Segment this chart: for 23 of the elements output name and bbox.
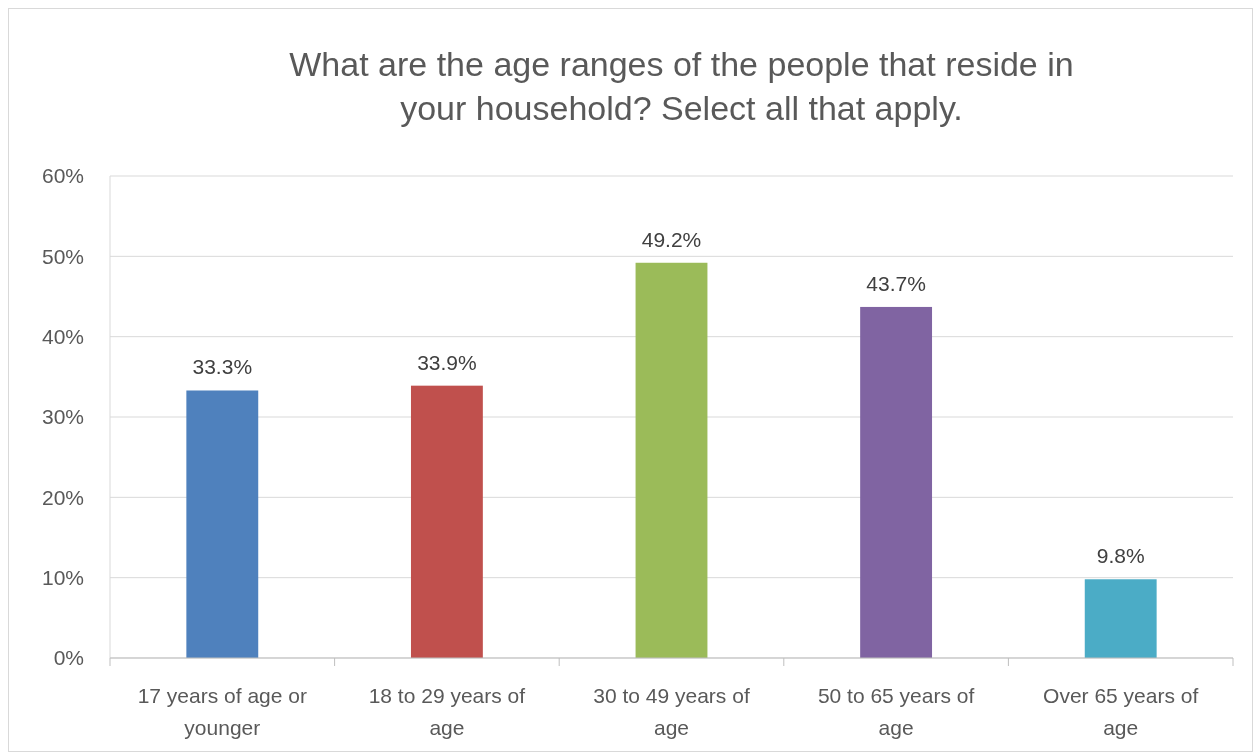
y-tick-label: 0% <box>53 646 84 670</box>
y-tick-label: 60% <box>41 164 84 188</box>
x-tick-label: 17 years of age or younger <box>137 684 307 739</box>
y-tick-label: 50% <box>41 244 84 268</box>
data-label: 33.3% <box>192 355 253 379</box>
data-label: 49.2% <box>641 227 702 251</box>
y-tick-label: 40% <box>41 325 84 349</box>
y-tick-label: 20% <box>41 485 84 509</box>
y-tick-label: 30% <box>41 405 84 429</box>
bar <box>860 306 933 658</box>
x-tick-label: 30 to 49 years of age <box>593 684 750 739</box>
data-label: 9.8% <box>1096 544 1145 568</box>
bar <box>186 390 259 658</box>
data-label: 43.7% <box>866 271 926 295</box>
data-label: 33.9% <box>417 350 477 374</box>
bar <box>635 262 708 658</box>
x-tick-label: 18 to 29 years of age <box>368 684 526 739</box>
x-tick-label: Over 65 years of age <box>1043 684 1199 739</box>
bar <box>1084 579 1157 658</box>
y-tick-label: 10% <box>41 566 84 590</box>
bar <box>410 385 483 658</box>
chart-title: What are the age ranges of the people that reside in your household? Select all that apply. <box>289 45 1074 127</box>
x-tick-label: 50 to 65 years of age <box>817 684 975 739</box>
